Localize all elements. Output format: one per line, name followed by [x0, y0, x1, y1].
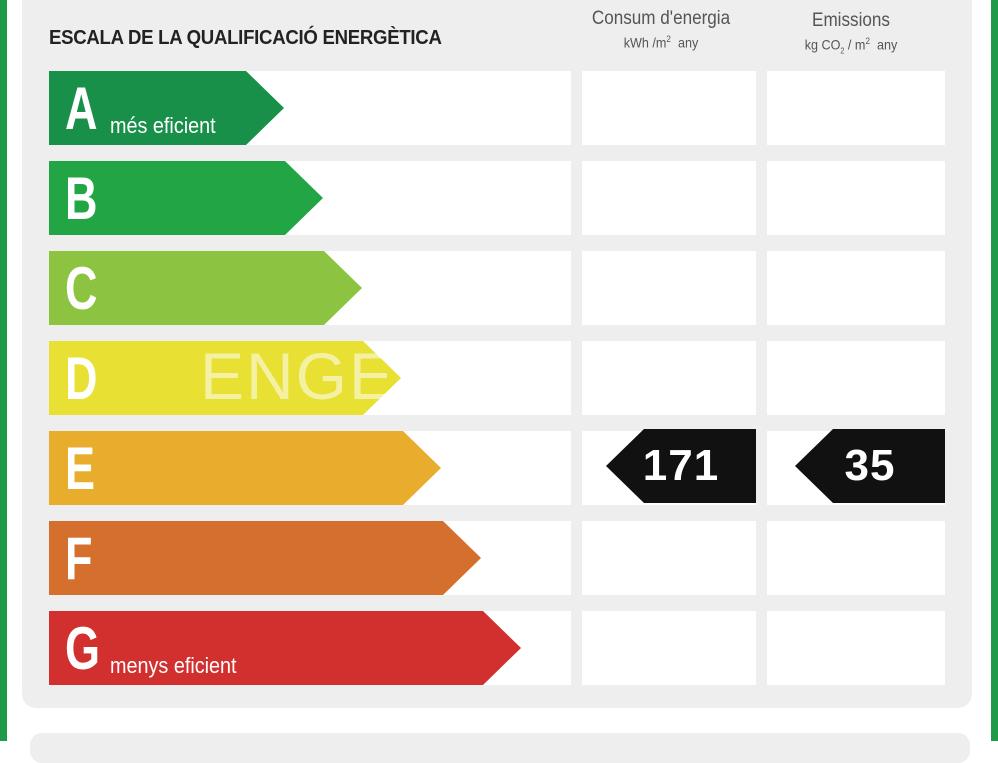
emissions-cell-a: [767, 71, 945, 145]
consumption-column-header: Consum d'energia kWh /m2 any: [575, 8, 747, 51]
consumption-unit: kWh /m2 any: [623, 34, 699, 51]
consumption-heading: Consum d'energia: [591, 8, 731, 29]
emissions-column-header: Emissions kg CO2 / m2 any: [765, 10, 937, 55]
watermark-text: ENGE: [200, 339, 396, 413]
rating-letter-f: F: [65, 525, 93, 592]
consumption-cell-b: [582, 161, 756, 235]
frame-right-border: [991, 0, 998, 741]
rating-arrow-f: F: [49, 521, 481, 595]
emissions-cell-g: [767, 611, 945, 685]
rating-arrow-b: B: [49, 161, 323, 235]
bottom-panel: [30, 733, 970, 763]
rating-arrow-c: C: [49, 251, 362, 325]
rating-letter-d: D: [65, 345, 98, 412]
consumption-cell-f: [582, 521, 756, 595]
emissions-cell-d: [767, 341, 945, 415]
emissions-cell-f: [767, 521, 945, 595]
rating-letter-b: B: [65, 165, 98, 232]
emissions-cell-c: [767, 251, 945, 325]
rating-letter-a: A: [65, 75, 98, 142]
rating-label-g: menys eficient: [110, 653, 237, 678]
emissions-heading: Emissions: [812, 10, 890, 31]
rating-label-a: més eficient: [110, 113, 216, 138]
rating-arrow-a: A més eficient: [49, 71, 284, 145]
frame-left-border: [0, 0, 7, 741]
consumption-cell-a: [582, 71, 756, 145]
rating-letter-c: C: [65, 255, 98, 322]
consumption-cell-g: [582, 611, 756, 685]
rating-arrow-e: E: [49, 431, 441, 505]
rating-letter-g: G: [65, 615, 101, 682]
consumption-cell-d: [582, 341, 756, 415]
emissions-cell-b: [767, 161, 945, 235]
rating-letter-e: E: [65, 435, 96, 502]
emissions-unit: kg CO2 / m2 any: [804, 36, 898, 56]
consumption-cell-c: [582, 251, 756, 325]
scale-title: ESCALA DE LA QUALIFICACIÓ ENERGÈTICA: [49, 27, 442, 49]
rating-arrow-d: D: [49, 341, 401, 415]
rating-arrow-g: G menys eficient: [49, 611, 521, 685]
